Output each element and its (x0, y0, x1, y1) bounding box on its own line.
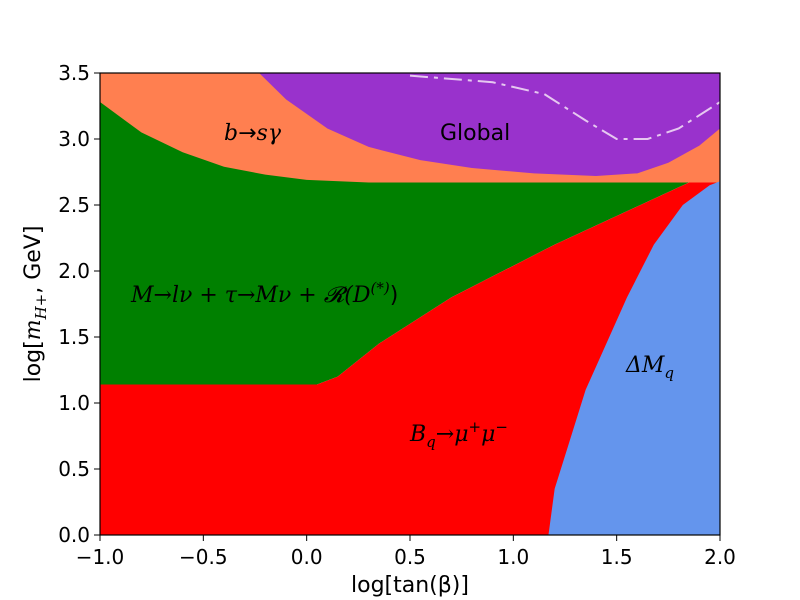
x-axis-ticks: −1.0 −0.5 0.0 0.5 1.0 1.5 2.0 (76, 535, 736, 569)
y-axis-label: log[mH+, GeV] (21, 226, 50, 383)
label-bq-mumu: Bq→μ+μ− (409, 418, 508, 451)
x-tick-label: 1.0 (497, 545, 529, 569)
region-4 (259, 73, 720, 176)
x-axis-label: log[tan(β)] (351, 573, 469, 598)
y-tick-label: 0.5 (58, 457, 90, 481)
y-tick-label: 1.0 (58, 391, 90, 415)
x-tick-label: −0.5 (179, 545, 228, 569)
label-meson-decays: M→lν + τ→Mν + 𝓡(D(*)) (130, 279, 398, 308)
label-delta-mq: ΔMq (625, 353, 674, 382)
region-3 (548, 181, 720, 535)
region-1 (100, 102, 689, 385)
y-tick-label: 3.0 (58, 127, 90, 151)
region-2 (100, 182, 720, 535)
x-tick-label: 0.5 (394, 545, 426, 569)
y-tick-label: 3.5 (58, 61, 90, 85)
x-tick-label: 2.0 (704, 545, 736, 569)
label-global: Global (440, 121, 510, 146)
plot-regions (100, 73, 720, 535)
dashed-line-layer (409, 74, 720, 140)
x-tick-label: −1.0 (76, 545, 125, 569)
label-bsgamma: b→sγ (224, 121, 282, 146)
y-tick-label: 0.0 (58, 523, 90, 547)
x-tick-label: 0.0 (291, 545, 323, 569)
region-annotations: b→sγ Global M→lν + τ→Mν + 𝓡(D(*)) Bq→μ+μ… (130, 121, 674, 451)
y-tick-label: 2.0 (58, 259, 90, 283)
x-tick-label: 1.5 (601, 545, 633, 569)
y-tick-label: 2.5 (58, 193, 90, 217)
dashed-contour-line (409, 74, 720, 140)
y-axis-ticks: 0.0 0.5 1.0 1.5 2.0 2.5 3.0 3.5 (58, 61, 100, 547)
y-tick-label: 1.5 (58, 325, 90, 349)
